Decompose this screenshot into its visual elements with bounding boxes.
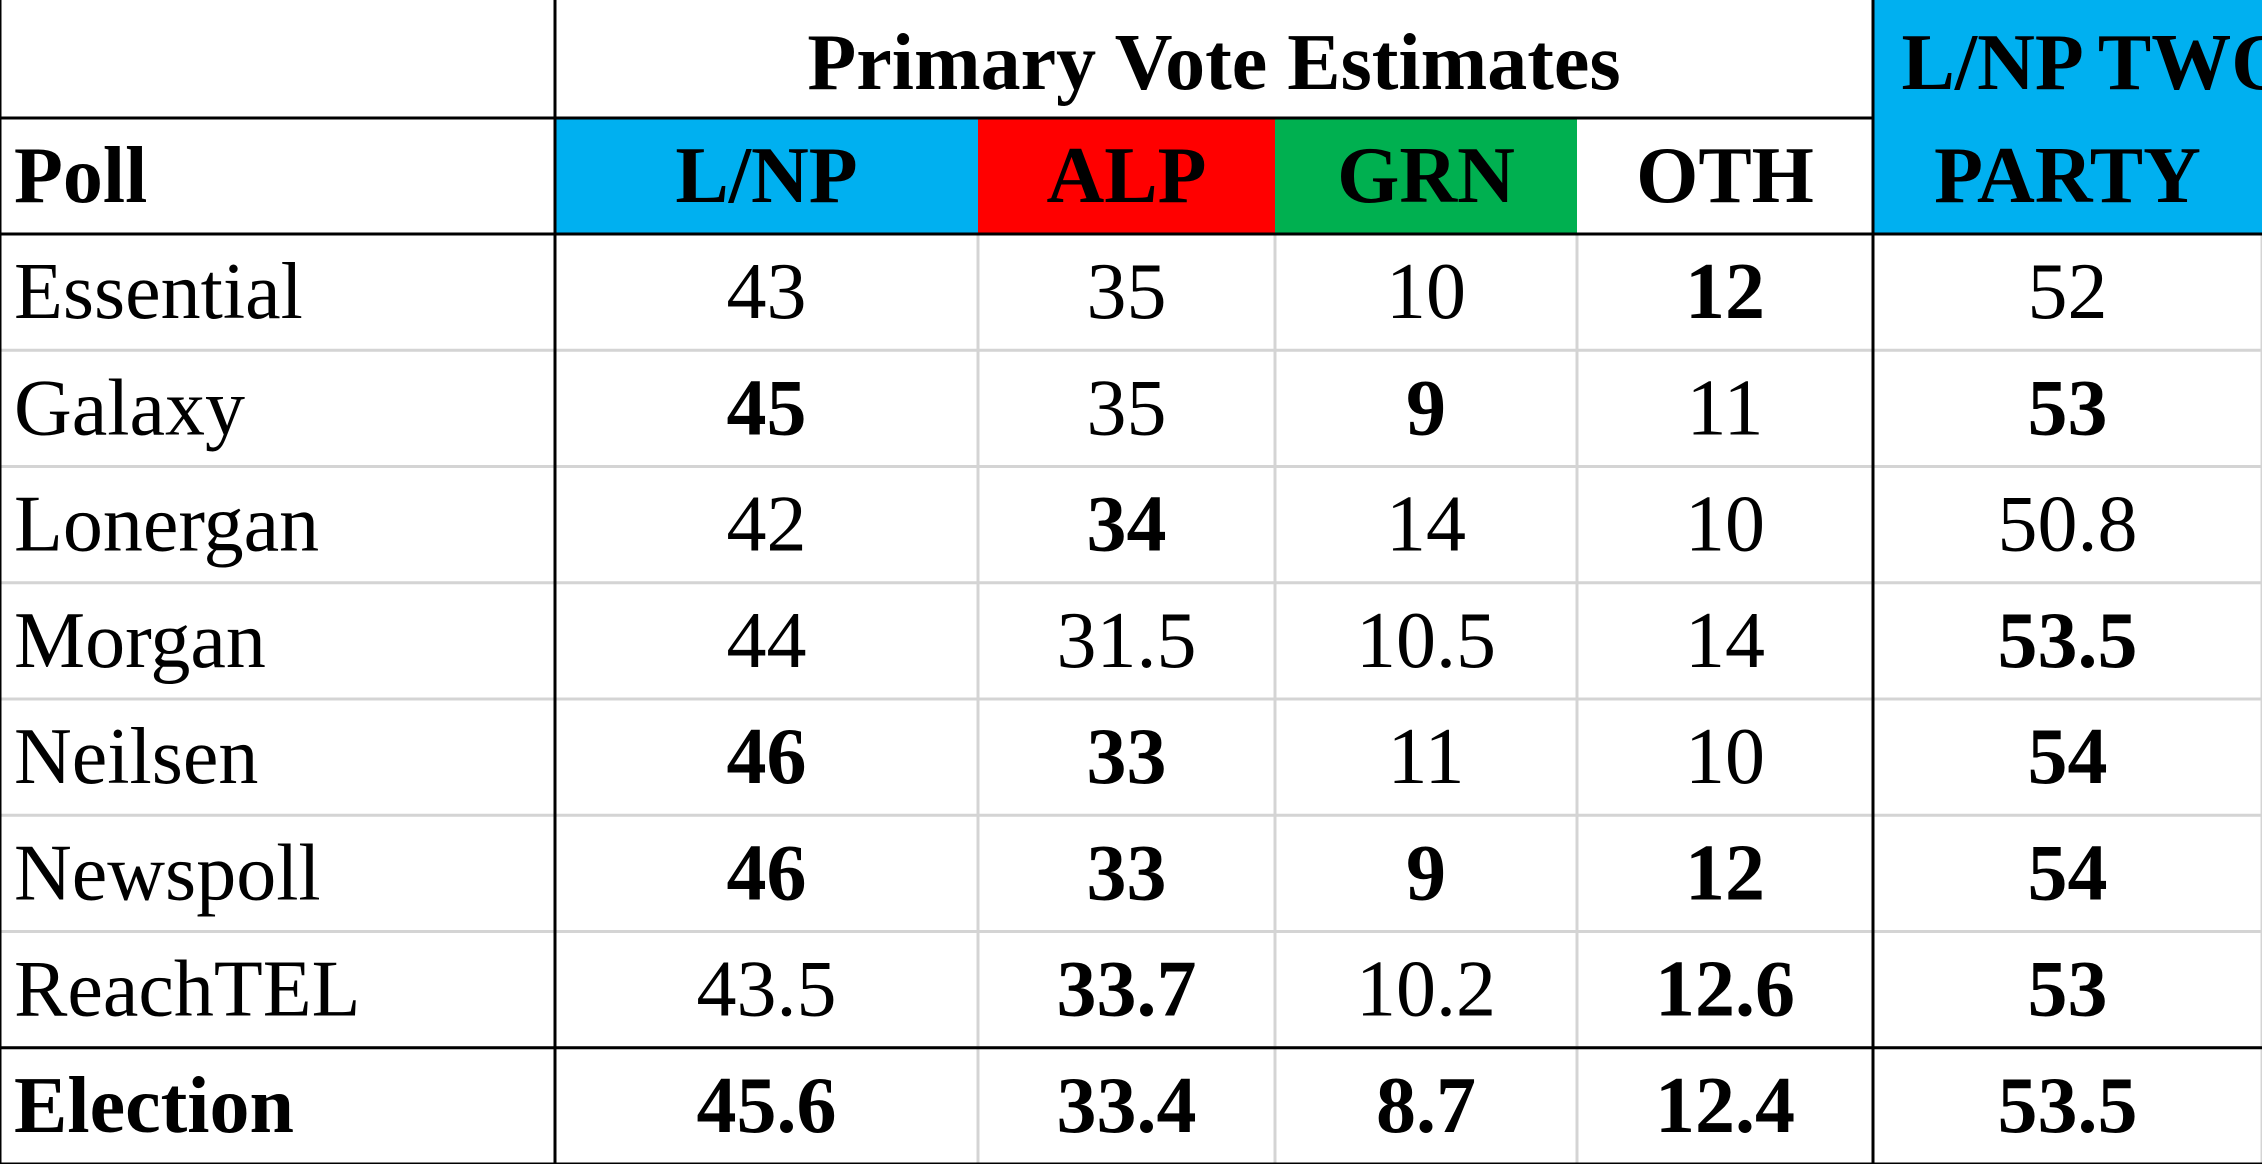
cell-value: 12 — [1685, 248, 1765, 336]
cell-value: 43 — [727, 248, 807, 336]
header-fill — [1275, 118, 1577, 234]
cell-value: 9 — [1406, 829, 1446, 917]
cell-value: 14 — [1386, 481, 1466, 569]
cell-value: 44 — [727, 597, 807, 685]
cell-value: 54 — [2028, 713, 2108, 801]
poll-name: Essential — [14, 248, 303, 336]
cell-value: 46 — [727, 713, 807, 801]
cell-value: 34 — [1087, 481, 1167, 569]
column-header: PARTY — [1934, 132, 2201, 220]
cell-value: 52 — [2028, 248, 2108, 336]
cell-value: 8.7 — [1376, 1062, 1476, 1150]
two-party-header: L/NP TWO PARTY — [1902, 19, 2262, 220]
poll-name: Galaxy — [14, 364, 245, 452]
group-title: Primary Vote Estimates — [807, 19, 1620, 107]
cell-value: 53 — [2028, 364, 2108, 452]
poll-name: Lonergan — [14, 481, 319, 569]
cell-value: 11 — [1686, 364, 1763, 452]
cell-value: 50.8 — [1998, 481, 2138, 569]
cell-value: 35 — [1087, 364, 1167, 452]
cell-value: 33.7 — [1057, 946, 1197, 1034]
cell-value: 35 — [1087, 248, 1167, 336]
poll-name: Morgan — [14, 597, 266, 685]
column-header: L/NP TWO — [1902, 19, 2262, 107]
header-fill — [1577, 118, 1873, 234]
cell-value: 45 — [727, 364, 807, 452]
cell-value: 33.4 — [1057, 1062, 1197, 1150]
column-header: GRN — [1337, 132, 1515, 220]
cell-value: 53 — [2028, 946, 2108, 1034]
header-fill — [978, 118, 1275, 234]
column-header: L/NP — [675, 132, 857, 220]
cell-value: 10 — [1685, 481, 1765, 569]
column-header: Poll — [14, 132, 147, 220]
column-header: OTH — [1636, 132, 1814, 220]
cell-value: 46 — [727, 829, 807, 917]
cell-value: 9 — [1406, 364, 1446, 452]
poll-name: Neilsen — [14, 713, 258, 801]
cell-value: 11 — [1387, 713, 1464, 801]
column-header: ALP — [1047, 132, 1207, 220]
header-fill — [555, 118, 978, 234]
header-fill — [1873, 0, 2262, 234]
cell-value: 53.5 — [1998, 1062, 2138, 1150]
cell-value: 10.5 — [1356, 597, 1496, 685]
poll-name: Election — [14, 1062, 294, 1150]
cell-value: 31.5 — [1057, 597, 1197, 685]
cell-value: 53.5 — [1998, 597, 2138, 685]
cell-value: 10 — [1685, 713, 1765, 801]
cell-value: 12 — [1685, 829, 1765, 917]
cell-value: 10.2 — [1356, 946, 1496, 1034]
cell-value: 42 — [727, 481, 807, 569]
cell-value: 33 — [1087, 829, 1167, 917]
poll-name: Newspoll — [14, 829, 321, 917]
cell-value: 43.5 — [697, 946, 837, 1034]
cell-value: 10 — [1386, 248, 1466, 336]
cell-value: 45.6 — [697, 1062, 837, 1150]
poll-name: ReachTEL — [14, 946, 360, 1034]
cell-value: 14 — [1685, 597, 1765, 685]
cell-value: 33 — [1087, 713, 1167, 801]
cell-value: 12.6 — [1655, 946, 1795, 1034]
cell-value: 12.4 — [1655, 1062, 1795, 1150]
cell-value: 54 — [2028, 829, 2108, 917]
